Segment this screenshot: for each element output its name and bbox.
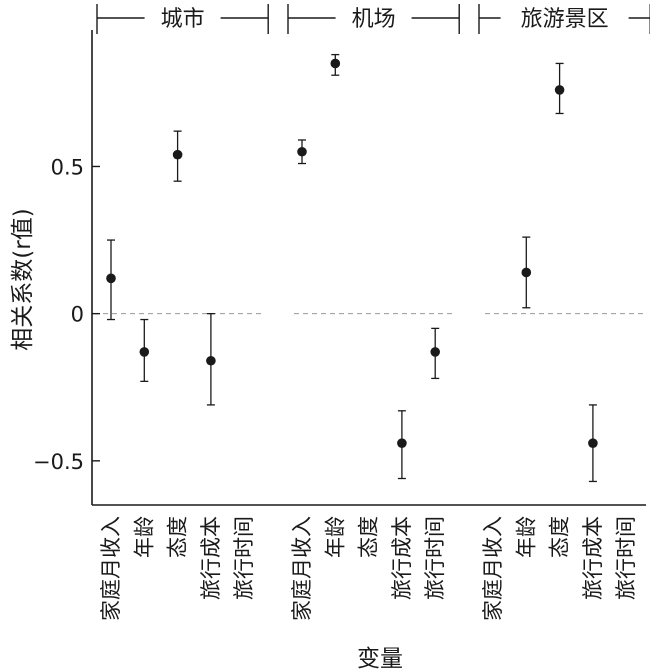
data-point [588,404,598,483]
point-marker [172,149,183,160]
x-axis-label: 变量 [357,646,403,672]
data-point [297,139,307,165]
y-tick-label: 0.5 [51,155,84,179]
x-tick-label: 态度 [166,516,190,558]
data-point [330,53,341,76]
x-tick-label: 旅行时间 [232,516,256,600]
axes [91,30,646,506]
x-tick-label: 旅行时间 [614,516,638,600]
x-tick-label: 家庭月收入 [99,516,123,621]
group-label: 机场 [352,7,396,32]
group-label: 旅游景区 [521,7,609,32]
data-point [106,239,116,321]
y-tick-label: 0 [71,303,84,327]
point-marker [106,273,116,284]
x-tick-label: 态度 [548,516,572,558]
group-brackets: 城市 机场 旅游景区 [96,4,650,34]
data-point [139,318,150,383]
data-point [430,327,441,380]
x-tick-label: 家庭月收入 [290,516,314,621]
x-tick-label: 旅行成本 [390,516,414,600]
x-tick-label: 旅行成本 [581,516,605,600]
x-tick-label: 年龄 [323,516,347,558]
data-point [206,313,216,406]
y-tick-label: −0.5 [33,450,84,474]
data-point [521,236,532,309]
x-tick-label: 旅行时间 [423,516,447,600]
x-tick-label: 家庭月收入 [481,516,505,621]
data-points [106,53,598,483]
x-tick-label: 旅行成本 [199,516,223,600]
point-marker [521,267,532,278]
point-marker [330,58,341,69]
data-point [397,410,407,480]
point-marker [397,438,407,448]
point-marker [297,146,307,157]
group-label: 城市 [161,7,205,32]
y-ticks: −0.5 0 0.5 [33,155,100,474]
point-marker [206,355,216,366]
point-marker [554,85,565,95]
x-tick-label: 年龄 [514,516,538,558]
x-tick-labels: 家庭月收入 年龄 态度 旅行成本 旅行时间 家庭月收入 年龄 态度 旅行成本 旅行时间 家庭月收入年… [99,516,638,621]
data-point [172,130,183,182]
y-axis-label: 相关系数(r值) [10,208,36,350]
point-marker [588,438,598,448]
point-marker [430,347,441,357]
point-marker [139,347,150,357]
data-point [554,62,565,115]
x-tick-label: 年龄 [132,516,156,558]
x-tick-label: 态度 [357,516,381,558]
